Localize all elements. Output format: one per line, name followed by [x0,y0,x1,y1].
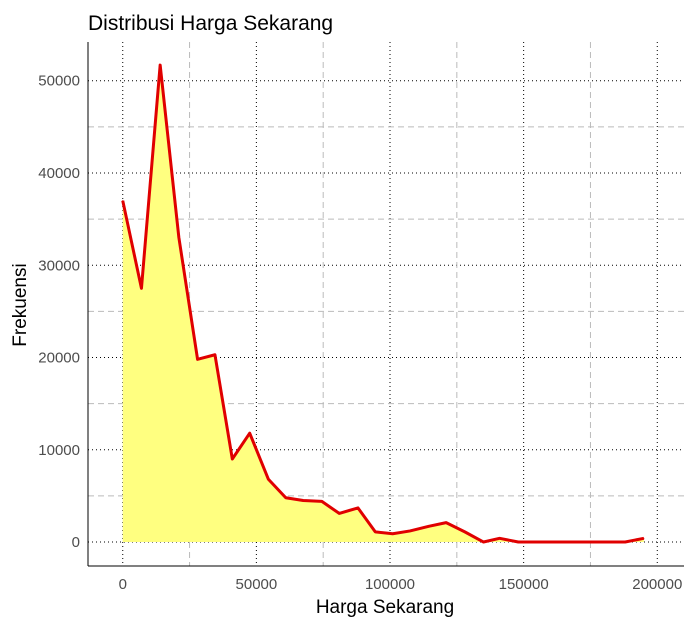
x-tick-label: 200000 [632,576,682,593]
y-tick-label: 40000 [38,165,80,182]
data-point [624,541,626,543]
data-point [197,358,199,360]
data-point [231,458,233,460]
area-fill [121,63,645,544]
x-tick-label: 50000 [236,576,278,593]
data-point [483,541,485,543]
data-point [214,354,216,356]
data-point [552,541,554,543]
data-point [445,522,447,524]
x-tick-label: 0 [119,576,127,593]
data-point [338,512,340,514]
data-point [178,237,180,239]
data-point [392,533,394,535]
data-point [285,497,287,499]
data-point [249,432,251,434]
data-point [409,530,411,532]
data-point [643,537,645,539]
data-point [535,541,537,543]
chart-title: Distribusi Harga Sekarang [88,12,333,35]
tick-labels: 0 50000 100000 150000 200000 0 10000 20000 30000… [38,73,682,593]
data-point [140,287,142,289]
data-point [357,507,359,509]
y-tick-label: 0 [72,534,80,551]
data-point [605,541,607,543]
data-point [428,525,430,527]
y-tick-label: 30000 [38,257,80,274]
series-area-fill [122,65,644,543]
data-point [122,200,124,202]
series-line [121,63,645,544]
data-point [302,500,304,501]
data-point [374,531,376,533]
data-point [321,500,323,502]
y-tick-label: 10000 [38,442,80,459]
x-tick-label: 150000 [499,576,549,593]
data-point [267,478,269,480]
y-tick-label: 20000 [38,350,80,367]
y-axis-label: Frekuensi [10,263,31,346]
x-axis-label: Harga Sekarang [316,597,454,618]
y-tick-label: 50000 [38,73,80,90]
axes [87,42,684,567]
x-tick-label: 100000 [365,576,415,593]
data-point [464,531,466,533]
data-point [588,541,590,543]
data-point [499,537,501,539]
data-point [159,64,161,66]
data-point [571,541,573,543]
data-point [517,541,519,543]
